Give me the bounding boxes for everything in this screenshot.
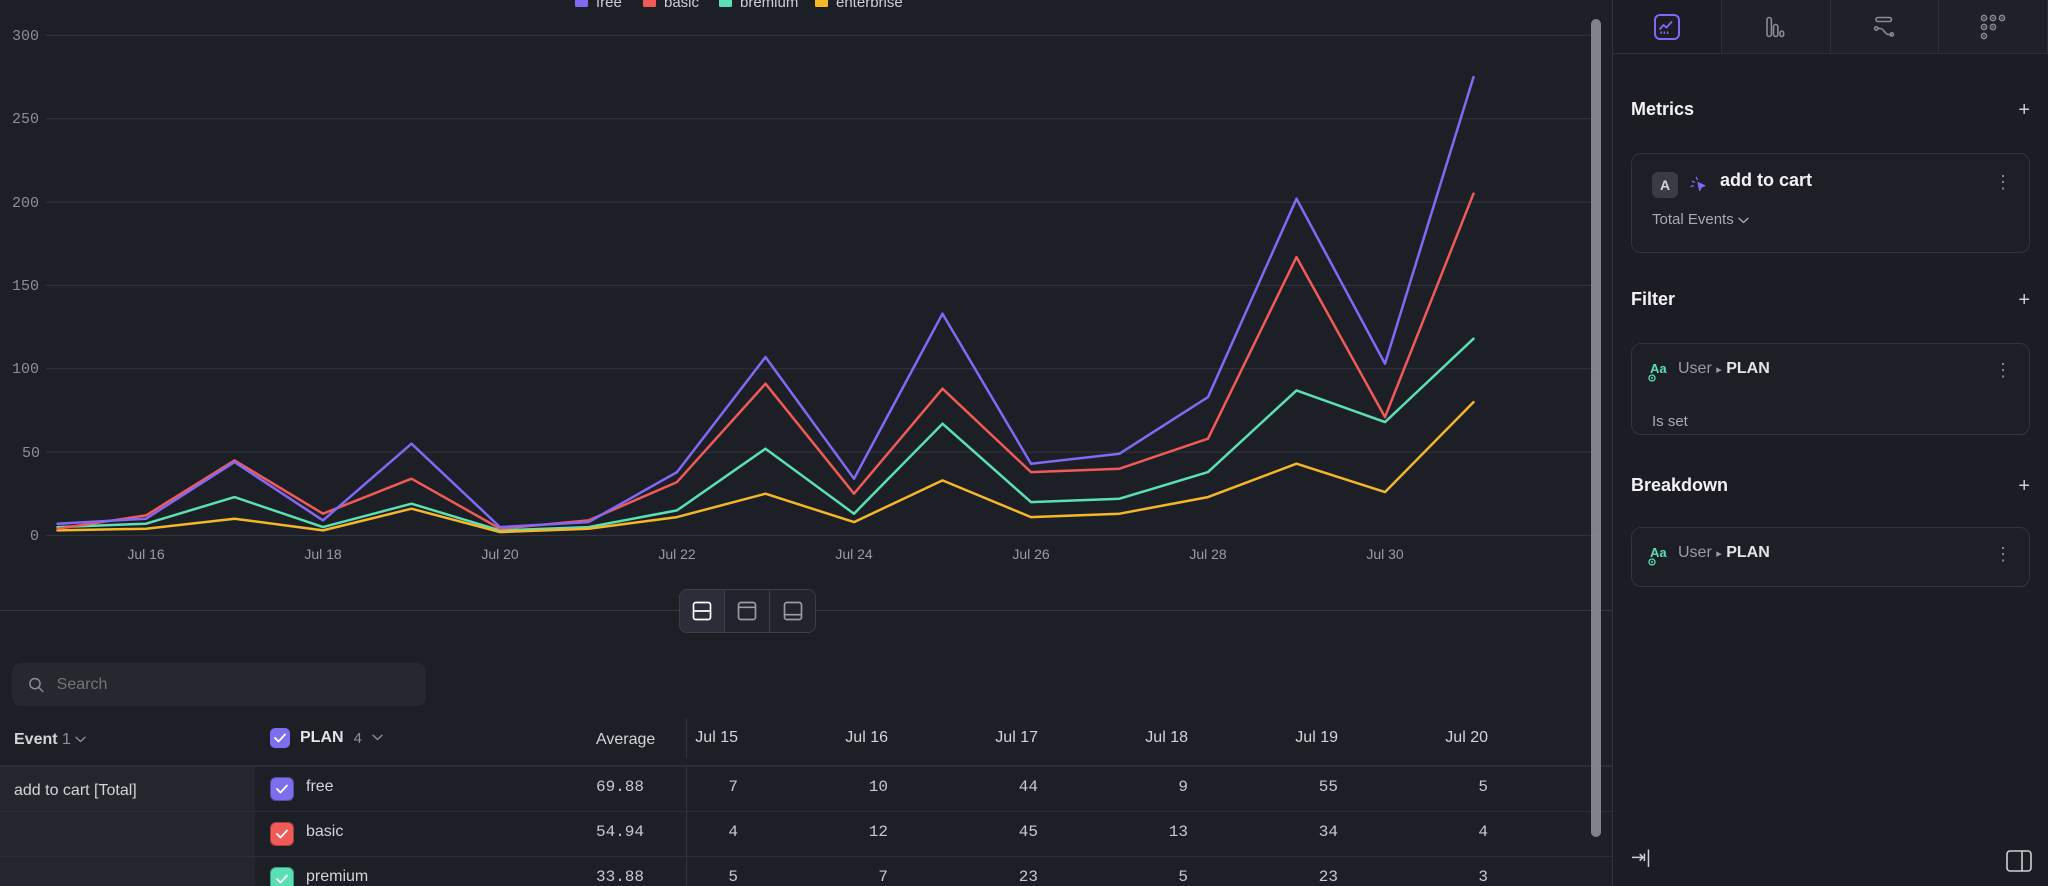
svg-text:0: 0	[30, 528, 39, 545]
svg-text:50: 50	[22, 445, 40, 462]
svg-text:Jul 20: Jul 20	[481, 546, 519, 562]
svg-text:100: 100	[12, 361, 39, 378]
svg-text:Aa: Aa	[1650, 361, 1667, 376]
svg-text:Jul 24: Jul 24	[835, 546, 873, 562]
svg-text:Aa: Aa	[1650, 545, 1667, 560]
svg-text:Jul 30: Jul 30	[1366, 546, 1404, 562]
svg-text:150: 150	[12, 278, 39, 295]
svg-text:Jul 28: Jul 28	[1189, 546, 1227, 562]
svg-text:Jul 26: Jul 26	[1012, 546, 1050, 562]
svg-text:Jul 16: Jul 16	[127, 546, 165, 562]
svg-text:Jul 18: Jul 18	[304, 546, 342, 562]
svg-text:300: 300	[12, 28, 39, 45]
svg-text:200: 200	[12, 195, 39, 212]
svg-text:250: 250	[12, 111, 39, 128]
svg-text:Jul 22: Jul 22	[658, 546, 696, 562]
